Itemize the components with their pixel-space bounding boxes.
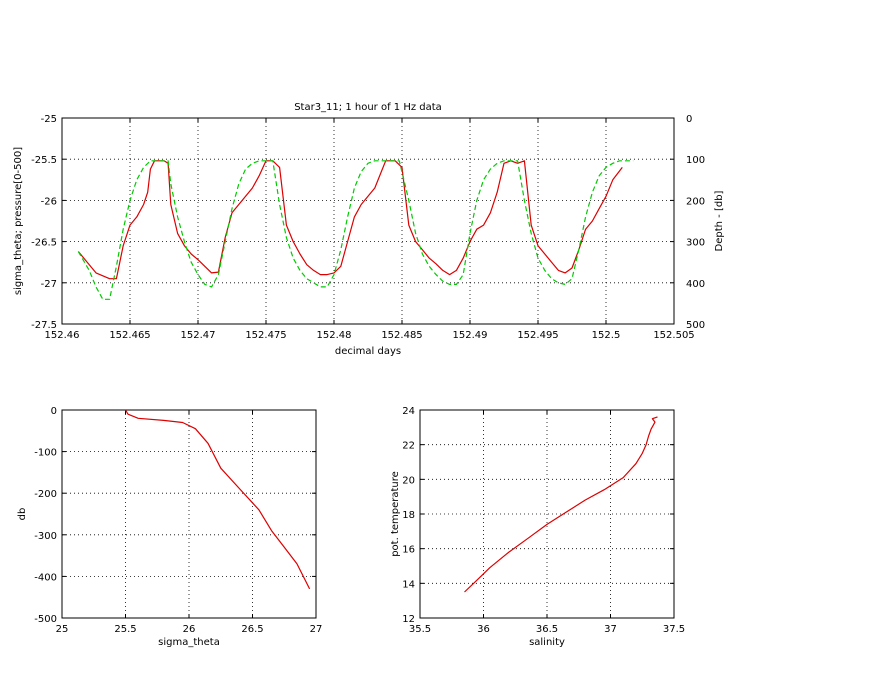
y-tick-label: 22 (402, 441, 415, 452)
ts-diagram-ylabel: pot. temperature (390, 471, 401, 557)
sigma-depth-ticks: 25 25.5 26 26.5 27 0 -100 -200 -300 -400 -500 (34, 406, 322, 635)
x-tick-label: 152.5 (592, 330, 621, 341)
time-series-grid (62, 118, 674, 324)
ts-diagram-ticks: 35.5 36 36.5 37 37.5 12 14 16 18 20 22 24 (402, 406, 685, 635)
y-tick-label: 0 (51, 406, 57, 417)
x-tick-label: 36.5 (536, 624, 558, 635)
y-right-tick-label: 100 (686, 155, 705, 166)
y-tick-label: -25.5 (31, 155, 57, 166)
x-tick-label: 36 (477, 624, 490, 635)
sigma-depth-ylabel: db (17, 508, 28, 521)
y-tick-label: 16 (402, 545, 415, 556)
y-tick-label: -100 (34, 448, 57, 459)
y-tick-label: -500 (34, 614, 57, 625)
time-series-ticks: 152.46 152.465 152.47 152.475 152.48 152.485 1… (31, 114, 705, 341)
x-tick-label: 152.46 (45, 330, 80, 341)
x-tick-label: 152.49 (453, 330, 488, 341)
ts-diagram-lines (464, 416, 658, 593)
x-tick-label: 152.47 (181, 330, 216, 341)
x-tick-label: 26 (183, 624, 196, 635)
y-tick-label: 24 (402, 406, 415, 417)
y-tick-label: -26.5 (31, 238, 57, 249)
y-tick-label: 20 (402, 475, 415, 486)
y-tick-label: -27.5 (31, 320, 57, 331)
ts-diagram-xlabel: salinity (529, 637, 565, 648)
sigma-depth-panel: 25 25.5 26 26.5 27 0 -100 -200 -300 -400 -500 sigm… (17, 406, 322, 648)
y-tick-label: -300 (34, 531, 57, 542)
y-right-tick-label: 500 (686, 320, 705, 331)
y-tick-label: 14 (402, 579, 415, 590)
time-series-lines (77, 160, 634, 300)
series-line-1 (77, 160, 634, 300)
y-right-tick-label: 300 (686, 238, 705, 249)
time-series-axes-box (61, 117, 675, 325)
x-tick-label: 35.5 (409, 624, 431, 635)
y-tick-label: -27 (41, 279, 57, 290)
time-series-ylabel: sigma_theta; pressure[0-500] (13, 147, 24, 295)
series-line-0 (464, 416, 658, 593)
time-series-ylabel-right: Depth - [db] (714, 190, 725, 251)
sigma-depth-lines (124, 409, 311, 590)
sigma-depth-grid (62, 410, 316, 618)
x-tick-label: 25.5 (114, 624, 136, 635)
x-tick-label: 152.475 (245, 330, 286, 341)
y-tick-label: -200 (34, 489, 57, 500)
y-tick-label: -26 (41, 196, 57, 207)
y-right-tick-label: 200 (686, 196, 705, 207)
x-tick-label: 152.48 (317, 330, 352, 341)
y-right-tick-label: 0 (686, 114, 692, 125)
x-tick-label: 152.485 (381, 330, 422, 341)
y-right-tick-label: 400 (686, 279, 705, 290)
sigma-depth-xlabel: sigma_theta (158, 637, 220, 648)
time-series-panel: 152.46 152.465 152.47 152.475 152.48 152.485 1… (13, 102, 725, 357)
ts-diagram-grid (420, 410, 674, 618)
x-tick-label: 25 (56, 624, 69, 635)
x-tick-label: 37.5 (663, 624, 685, 635)
x-tick-label: 27 (310, 624, 323, 635)
series-line-0 (77, 160, 623, 280)
y-tick-label: -25 (41, 114, 57, 125)
x-tick-label: 152.505 (653, 330, 694, 341)
x-tick-label: 152.465 (109, 330, 150, 341)
x-tick-label: 152.495 (517, 330, 558, 341)
series-line-0 (124, 409, 311, 590)
time-series-title: Star3_11; 1 hour of 1 Hz data (294, 102, 442, 113)
x-tick-label: 37 (604, 624, 617, 635)
y-tick-label: -400 (34, 572, 57, 583)
y-tick-label: 18 (402, 510, 415, 521)
x-tick-label: 26.5 (241, 624, 263, 635)
y-tick-label: 12 (402, 614, 415, 625)
time-series-xlabel: decimal days (335, 346, 401, 357)
